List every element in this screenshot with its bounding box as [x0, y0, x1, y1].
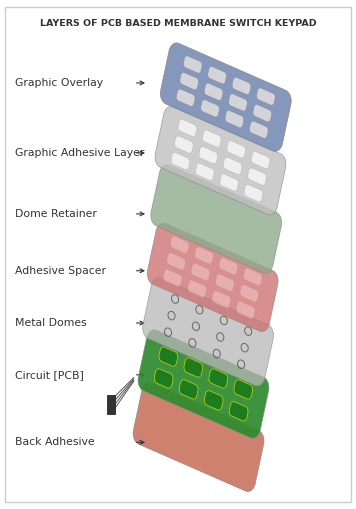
Polygon shape — [208, 67, 226, 84]
Text: Graphic Overlay: Graphic Overlay — [15, 78, 103, 88]
Polygon shape — [240, 285, 258, 302]
Polygon shape — [171, 236, 189, 253]
Polygon shape — [203, 130, 221, 147]
Polygon shape — [201, 100, 219, 117]
Polygon shape — [229, 402, 248, 421]
Polygon shape — [253, 104, 272, 122]
Text: Metal Domes: Metal Domes — [15, 318, 87, 328]
Polygon shape — [219, 258, 238, 275]
Polygon shape — [250, 121, 268, 138]
Polygon shape — [143, 277, 273, 386]
Polygon shape — [227, 140, 246, 158]
Polygon shape — [195, 163, 214, 181]
Polygon shape — [188, 280, 206, 297]
Polygon shape — [155, 106, 286, 215]
Polygon shape — [251, 151, 270, 168]
Polygon shape — [212, 291, 231, 308]
Polygon shape — [180, 72, 199, 90]
Polygon shape — [234, 380, 253, 399]
Polygon shape — [204, 83, 223, 100]
Polygon shape — [191, 263, 210, 280]
Polygon shape — [225, 110, 244, 128]
Bar — [107, 395, 115, 414]
Polygon shape — [163, 269, 182, 287]
Polygon shape — [159, 347, 178, 366]
Text: Dome Retainer: Dome Retainer — [15, 209, 97, 219]
Polygon shape — [133, 383, 264, 492]
FancyBboxPatch shape — [5, 7, 351, 502]
Text: Adhesive Spacer: Adhesive Spacer — [15, 266, 106, 276]
Text: Graphic Adhesive Layer: Graphic Adhesive Layer — [15, 148, 145, 158]
Polygon shape — [183, 56, 202, 73]
Polygon shape — [229, 94, 247, 111]
Polygon shape — [232, 77, 251, 95]
Polygon shape — [155, 369, 173, 388]
Polygon shape — [171, 153, 190, 170]
Polygon shape — [204, 391, 223, 410]
Text: LAYERS OF PCB BASED MEMBRANE SWITCH KEYPAD: LAYERS OF PCB BASED MEMBRANE SWITCH KEYP… — [40, 19, 316, 28]
Polygon shape — [257, 88, 275, 105]
Polygon shape — [220, 174, 239, 191]
Polygon shape — [160, 43, 291, 151]
Polygon shape — [175, 136, 193, 153]
Polygon shape — [223, 157, 242, 175]
Polygon shape — [248, 168, 266, 185]
Polygon shape — [244, 268, 262, 286]
Polygon shape — [244, 185, 263, 202]
Polygon shape — [147, 223, 278, 331]
Polygon shape — [184, 358, 203, 377]
Polygon shape — [236, 301, 255, 319]
Polygon shape — [209, 369, 227, 388]
Polygon shape — [179, 380, 198, 399]
Polygon shape — [138, 330, 269, 438]
Text: Back Adhesive: Back Adhesive — [15, 437, 95, 447]
Polygon shape — [199, 147, 218, 164]
Text: Circuit [PCB]: Circuit [PCB] — [15, 370, 84, 380]
Polygon shape — [216, 274, 234, 291]
Polygon shape — [195, 247, 213, 264]
Polygon shape — [178, 119, 197, 136]
Polygon shape — [176, 89, 195, 106]
Polygon shape — [167, 252, 185, 270]
Polygon shape — [151, 165, 282, 273]
